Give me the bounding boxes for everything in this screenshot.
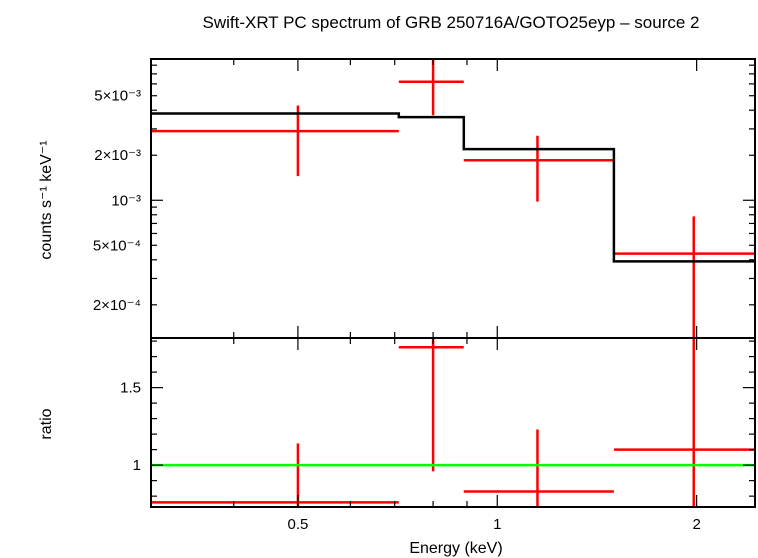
ratio-frame (150, 337, 756, 508)
ratio-y-tick-label: 1 (133, 457, 141, 474)
chart-title: Swift-XRT PC spectrum of GRB 250716A/GOT… (202, 13, 699, 32)
spectrum-data-point (398, 59, 464, 116)
y-axis-label-ratio: ratio (38, 408, 55, 439)
spectrum-y-tick-label: 2×10⁻³ (94, 147, 141, 164)
spectrum-frame (150, 58, 756, 339)
spectrum-y-tick-label: 5×10⁻³ (94, 88, 141, 105)
ratio-panel: 1 1.5 0.5 1 2 (120, 337, 756, 533)
ratio-data-point (151, 443, 399, 507)
spectrum-data-point (151, 105, 399, 177)
x-tick-label: 1 (493, 516, 501, 533)
spectrum-y-tick-label: 2×10⁻⁴ (93, 297, 141, 314)
spectrum-panel: 2×10⁻⁴ 5×10⁻⁴ 10⁻³ 2×10⁻³ 5×10⁻³ (93, 58, 756, 339)
spectrum-data-point (613, 216, 755, 338)
y-axis-label-spectrum: counts s⁻¹ keV⁻¹ (38, 140, 55, 259)
spectrum-y-tick-label: 5×10⁻⁴ (93, 237, 141, 254)
ratio-data-point (463, 429, 614, 507)
ratio-data-point (613, 338, 755, 507)
ratio-y-tick-label: 1.5 (120, 380, 141, 397)
spectrum-data-point (463, 135, 614, 202)
model-step-line (151, 112, 755, 263)
ratio-data-point (398, 338, 464, 472)
x-axis-label: Energy (keV) (409, 540, 502, 557)
x-tick-label: 0.5 (287, 516, 308, 533)
x-tick-label: 2 (692, 516, 700, 533)
spectrum-y-tick-label: 10⁻³ (111, 192, 141, 209)
